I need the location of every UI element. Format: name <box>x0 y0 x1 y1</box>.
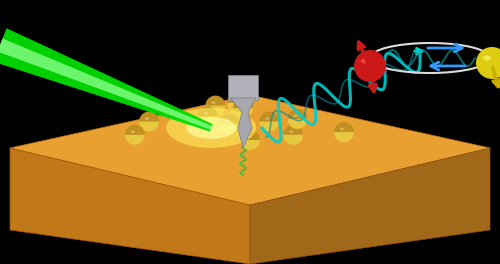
Ellipse shape <box>294 115 298 117</box>
Ellipse shape <box>206 105 226 110</box>
Wedge shape <box>283 125 303 135</box>
Ellipse shape <box>125 134 145 139</box>
Wedge shape <box>227 93 247 103</box>
Wedge shape <box>125 135 145 145</box>
Polygon shape <box>10 95 490 205</box>
Wedge shape <box>198 106 218 116</box>
Ellipse shape <box>212 101 216 104</box>
Ellipse shape <box>233 99 237 101</box>
Ellipse shape <box>289 130 293 133</box>
Circle shape <box>476 47 500 79</box>
Polygon shape <box>228 75 258 100</box>
Ellipse shape <box>265 117 269 120</box>
Ellipse shape <box>283 134 303 139</box>
Wedge shape <box>283 135 303 145</box>
Wedge shape <box>139 111 159 121</box>
Wedge shape <box>198 116 218 126</box>
Wedge shape <box>288 119 308 129</box>
Ellipse shape <box>186 117 236 139</box>
Ellipse shape <box>131 130 135 133</box>
Wedge shape <box>206 96 226 106</box>
Ellipse shape <box>225 120 229 122</box>
Ellipse shape <box>240 139 260 144</box>
Ellipse shape <box>139 120 159 125</box>
Ellipse shape <box>233 107 253 112</box>
Wedge shape <box>233 98 253 108</box>
Ellipse shape <box>145 117 149 120</box>
Ellipse shape <box>166 108 256 148</box>
Wedge shape <box>219 124 239 134</box>
Wedge shape <box>288 109 308 119</box>
Wedge shape <box>334 132 354 142</box>
Wedge shape <box>334 122 354 132</box>
Wedge shape <box>125 125 145 135</box>
Ellipse shape <box>219 123 239 128</box>
Wedge shape <box>206 106 226 116</box>
Ellipse shape <box>361 59 369 64</box>
Ellipse shape <box>259 120 279 125</box>
Wedge shape <box>219 114 239 124</box>
Ellipse shape <box>227 102 247 107</box>
Ellipse shape <box>198 115 218 120</box>
Polygon shape <box>0 39 212 130</box>
Wedge shape <box>233 108 253 118</box>
Polygon shape <box>250 148 490 264</box>
Ellipse shape <box>239 104 243 106</box>
Wedge shape <box>240 130 260 140</box>
Wedge shape <box>139 121 159 131</box>
Wedge shape <box>259 111 279 121</box>
Ellipse shape <box>246 136 250 138</box>
Circle shape <box>354 50 386 82</box>
Polygon shape <box>0 28 213 131</box>
Polygon shape <box>10 148 250 264</box>
Ellipse shape <box>340 128 344 130</box>
Wedge shape <box>227 103 247 113</box>
Ellipse shape <box>204 112 208 115</box>
Wedge shape <box>240 140 260 150</box>
Ellipse shape <box>288 118 308 123</box>
Ellipse shape <box>334 131 354 136</box>
Polygon shape <box>230 98 256 148</box>
Wedge shape <box>259 121 279 131</box>
Ellipse shape <box>483 55 491 60</box>
